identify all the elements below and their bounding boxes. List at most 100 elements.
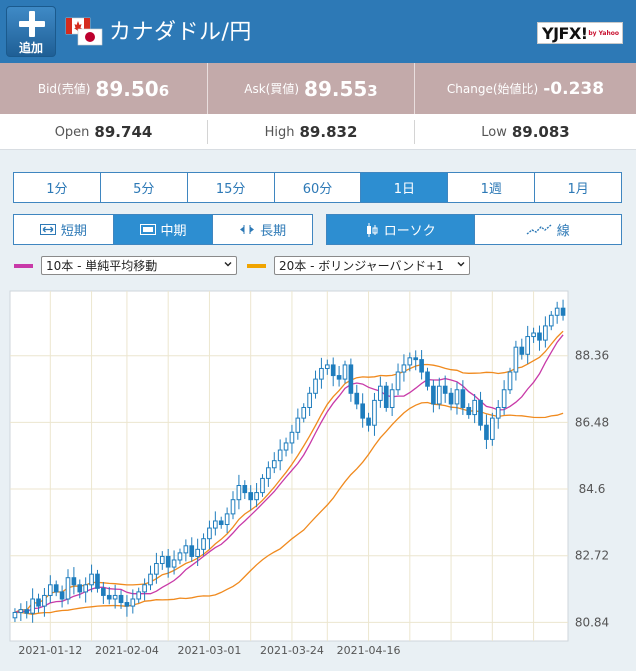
stat-divider <box>207 120 208 144</box>
tab-short-term[interactable]: 短期 <box>14 215 114 244</box>
change-quote: Change(始値比) -0.238 <box>415 63 636 114</box>
low-stat: Low 89.083 <box>415 114 636 150</box>
long-term-icon <box>240 225 255 234</box>
indicator-1-select[interactable]: 10本 - 単純平均移動 <box>41 256 237 275</box>
indicator-2-select[interactable]: 20本 - ボリンジャーバンド+1 <box>274 256 470 275</box>
indicator-2-value: 20本 - ボリンジャーバンド+1 <box>279 259 444 273</box>
candle <box>254 483 259 508</box>
short-term-icon <box>39 224 56 235</box>
tab-mid-term[interactable]: 中期 <box>113 215 214 244</box>
tab-15min[interactable]: 15分 <box>188 173 275 202</box>
candle <box>142 578 147 601</box>
candle <box>165 548 171 578</box>
candlestick-icon <box>366 222 378 237</box>
tab-5min[interactable]: 5分 <box>101 173 188 202</box>
x-tick-label: 2021-01-12 <box>18 644 82 657</box>
candle <box>154 552 159 584</box>
candle <box>289 424 295 454</box>
candle <box>130 589 136 614</box>
y-tick-label: 84.6 <box>579 482 606 496</box>
line-label: 線 <box>556 224 570 239</box>
candle <box>159 551 165 570</box>
ohlc-row: Open 89.744 High 89.832 Low 89.083 <box>0 114 636 150</box>
candle <box>513 340 519 381</box>
x-tick-label: 2021-02-04 <box>95 644 159 657</box>
candle <box>71 567 77 595</box>
y-tick-label: 86.48 <box>575 415 609 429</box>
candle <box>248 485 254 511</box>
bollinger-upper-line <box>14 330 564 614</box>
candle <box>342 360 348 384</box>
mid-term-icon <box>139 224 156 235</box>
tab-line[interactable]: 線 <box>475 215 622 244</box>
tab-1min[interactable]: 1分 <box>14 173 101 202</box>
candle <box>360 393 365 428</box>
page-title: カナダドル/円 <box>109 20 252 45</box>
chevron-down-icon <box>457 262 465 267</box>
candle <box>319 357 324 389</box>
indicator-2: 20本 - ボリンジャーバンド+1 <box>247 256 470 275</box>
candle <box>260 474 265 497</box>
candle <box>507 367 513 395</box>
timeframe-tabs: 1分 5分 15分 60分 1日 1週 1月 <box>13 172 622 203</box>
candle <box>65 569 71 605</box>
candle <box>183 539 189 562</box>
candle <box>207 520 212 550</box>
candle <box>543 316 548 348</box>
tab-candlestick[interactable]: ローソク <box>327 215 475 244</box>
logo-subtext: by Yahoo <box>588 30 619 37</box>
chevron-down-icon <box>224 262 232 267</box>
header-bar: 追加 カナダドル/円 YJFX! by Yahoo <box>0 0 636 63</box>
candle <box>490 412 495 446</box>
high-value: 89.832 <box>299 123 358 141</box>
candle <box>330 357 336 387</box>
add-button[interactable]: 追加 <box>6 6 56 57</box>
candle <box>106 586 112 605</box>
open-label: Open <box>54 124 90 140</box>
candle <box>324 359 330 375</box>
candle <box>12 608 18 623</box>
yjfx-logo[interactable]: YJFX! by Yahoo <box>537 22 623 44</box>
candlestick-label: ローソク <box>383 224 436 239</box>
line-chart-icon <box>526 223 552 235</box>
candle <box>501 380 507 415</box>
candle <box>307 386 312 416</box>
candle <box>554 301 560 324</box>
tab-1day[interactable]: 1日 <box>361 173 449 202</box>
candle <box>18 603 24 621</box>
ask-quote: Ask(買値) 89.553 <box>208 63 414 114</box>
candle <box>295 408 301 440</box>
candle <box>42 587 47 617</box>
candle <box>177 548 183 565</box>
candle <box>224 507 230 534</box>
candle <box>531 327 536 343</box>
candle <box>136 587 142 604</box>
candle <box>213 511 218 536</box>
candle <box>378 376 383 408</box>
candle <box>30 588 35 623</box>
tab-1week[interactable]: 1週 <box>448 173 536 202</box>
chart-type-tabs: ローソク 線 <box>326 214 622 245</box>
tab-60min[interactable]: 60分 <box>275 173 362 202</box>
candle <box>59 585 65 608</box>
candle <box>389 383 395 416</box>
indicator-2-swatch <box>247 263 266 268</box>
tab-long-term[interactable]: 長期 <box>213 215 312 244</box>
tab-1month[interactable]: 1月 <box>567 182 589 197</box>
mid-term-label: 中期 <box>160 224 187 239</box>
high-label: High <box>264 124 295 140</box>
price-chart[interactable]: 88.36 86.48 84.6 82.72 80.84 2021-01-12 2021-… <box>8 288 628 664</box>
high-stat: High 89.832 <box>208 114 414 150</box>
candle <box>472 394 477 424</box>
ask-value: 89.553 <box>304 76 378 101</box>
low-label: Low <box>481 124 507 140</box>
candle <box>407 352 413 372</box>
candle <box>436 377 442 410</box>
flag-pair-icon <box>65 17 103 46</box>
long-term-label: 長期 <box>260 224 287 239</box>
candle <box>271 452 277 474</box>
change-value: -0.238 <box>543 78 605 99</box>
candle <box>354 384 360 410</box>
candle <box>266 461 271 487</box>
candle <box>77 579 83 599</box>
